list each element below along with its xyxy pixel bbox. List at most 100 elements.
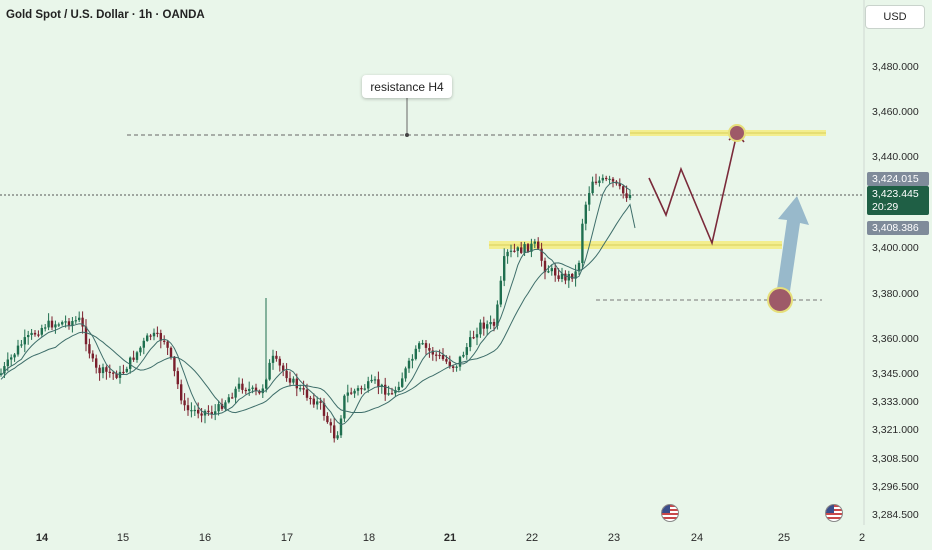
candle-body bbox=[557, 275, 560, 279]
candle-body bbox=[479, 322, 482, 335]
candle-body bbox=[486, 324, 489, 329]
resistance-anchor bbox=[405, 133, 409, 137]
time-tick: 15 bbox=[116, 532, 130, 544]
candle-body bbox=[319, 401, 322, 403]
candle-body bbox=[326, 415, 329, 423]
candle-body bbox=[67, 321, 71, 326]
time-tick: 17 bbox=[280, 532, 294, 544]
candle-body bbox=[186, 405, 190, 411]
candle-body bbox=[149, 335, 152, 337]
candle-body bbox=[282, 365, 285, 371]
candle-body bbox=[57, 324, 60, 326]
resistance-label[interactable]: resistance H4 bbox=[362, 75, 452, 98]
candle-body bbox=[499, 280, 502, 305]
candle-body bbox=[329, 422, 332, 426]
candle-body bbox=[462, 354, 465, 357]
current-price: 3,423.445 bbox=[872, 188, 919, 200]
us-flag-icon[interactable] bbox=[661, 504, 679, 522]
candle-body bbox=[169, 347, 173, 358]
candle-body bbox=[414, 348, 417, 359]
candle-body bbox=[421, 343, 424, 345]
candle-body bbox=[23, 337, 26, 345]
candle-body bbox=[207, 410, 210, 413]
candle-body bbox=[611, 178, 615, 182]
candle-body bbox=[183, 400, 186, 406]
candle-body bbox=[407, 360, 411, 369]
candle-body bbox=[543, 260, 547, 273]
candle-body bbox=[91, 353, 94, 359]
candle-body bbox=[469, 337, 472, 348]
symbol-title: Gold Spot / U.S. Dollar · 1h · OANDA bbox=[6, 9, 205, 21]
candle-body bbox=[159, 333, 162, 341]
bar-countdown: 20:29 bbox=[872, 201, 899, 213]
price-tick: 3,333.000 bbox=[872, 396, 919, 408]
candle-body bbox=[309, 397, 312, 400]
price-tick: 3,480.000 bbox=[872, 61, 919, 73]
price-label-low: 3,408.386 bbox=[867, 221, 929, 235]
us-flag-icon[interactable] bbox=[825, 504, 843, 522]
price-tick: 3,460.000 bbox=[872, 106, 919, 118]
price-tick: 3,321.000 bbox=[872, 424, 919, 436]
price-tick: 3,345.000 bbox=[872, 368, 919, 380]
candle-body bbox=[356, 388, 360, 391]
candle-body bbox=[302, 388, 305, 390]
candle-body bbox=[452, 366, 455, 368]
candle-body bbox=[166, 341, 169, 348]
candle-body bbox=[339, 418, 343, 436]
candle-body bbox=[71, 321, 74, 326]
candle-body bbox=[598, 180, 601, 183]
support-marker bbox=[767, 287, 793, 313]
candle-body bbox=[129, 357, 132, 369]
candle-body bbox=[220, 404, 224, 409]
candle-body bbox=[16, 345, 20, 355]
time-tick: 2 bbox=[858, 532, 866, 544]
candle-body bbox=[47, 320, 50, 328]
candle-body bbox=[520, 247, 523, 253]
candle-body bbox=[210, 412, 213, 415]
candle-body bbox=[84, 326, 88, 345]
candle-body bbox=[95, 358, 98, 368]
candle-body bbox=[190, 410, 193, 412]
candle-body bbox=[54, 324, 57, 328]
candle-body bbox=[244, 389, 247, 392]
candle-body bbox=[278, 358, 281, 366]
candle-body bbox=[496, 304, 499, 326]
time-tick: 14 bbox=[35, 532, 49, 544]
candle-body bbox=[435, 354, 438, 356]
candle-body bbox=[248, 388, 251, 391]
candle-body bbox=[27, 335, 30, 338]
projected-path bbox=[648, 132, 738, 246]
candle-body bbox=[152, 332, 156, 337]
moving-average-fast bbox=[0, 181, 631, 426]
projection-arrow bbox=[776, 196, 809, 298]
candle-body bbox=[581, 223, 584, 263]
candle-body bbox=[217, 404, 220, 412]
candle-body bbox=[448, 361, 451, 367]
candle-body bbox=[98, 367, 101, 374]
price-tick: 3,360.000 bbox=[872, 333, 919, 345]
candle-body bbox=[489, 322, 492, 325]
candle-body bbox=[418, 343, 421, 349]
candle-body bbox=[336, 435, 339, 439]
candle-body bbox=[431, 350, 434, 355]
candle-body bbox=[156, 332, 159, 334]
time-tick: 25 bbox=[777, 532, 791, 544]
candle-body bbox=[285, 370, 288, 379]
candle-body bbox=[363, 388, 366, 390]
candle-body bbox=[163, 340, 166, 342]
candle-body bbox=[122, 371, 125, 374]
candle-body bbox=[367, 381, 370, 389]
candle-body bbox=[594, 181, 598, 183]
price-tick: 3,440.000 bbox=[872, 151, 919, 163]
currency-button[interactable]: USD bbox=[865, 5, 925, 29]
candle-body bbox=[390, 393, 394, 395]
candle-body bbox=[394, 390, 397, 394]
candle-body bbox=[346, 392, 349, 396]
candle-body bbox=[465, 347, 468, 355]
candle-body bbox=[350, 392, 353, 394]
candle-body bbox=[173, 357, 176, 372]
candle-body bbox=[305, 389, 309, 398]
price-label-high: 3,424.015 bbox=[867, 172, 929, 186]
